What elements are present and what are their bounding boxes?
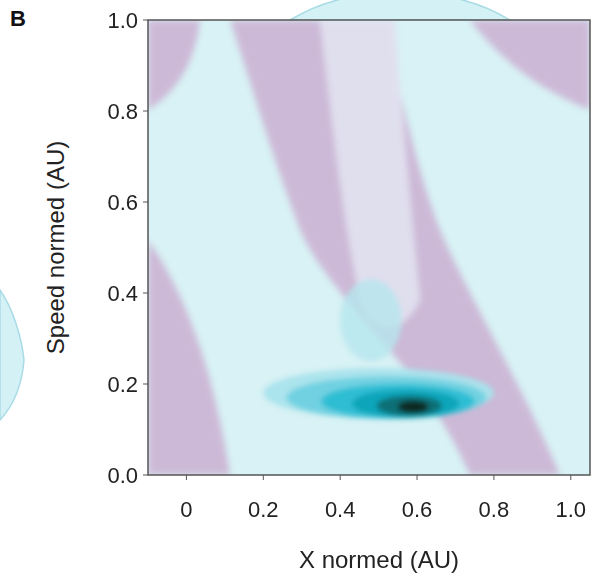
x-tick-label: 0.6 <box>402 497 433 522</box>
x-tick <box>417 475 418 480</box>
y-tick <box>143 475 148 476</box>
x-tick <box>263 475 264 480</box>
y-tick <box>143 293 148 294</box>
y-axis-title: Speed normed (AU) <box>42 141 69 354</box>
density-contour <box>398 400 429 413</box>
density-contour <box>377 395 442 416</box>
x-tick <box>340 475 341 480</box>
x-tick <box>186 475 187 480</box>
tissue <box>470 20 590 110</box>
y-tick-label: 0.2 <box>107 372 138 397</box>
chart: 0 0.2 0.4 0.6 0.8 1.0 0.0 0.2 0.4 0.6 0.8 1.0 X norm… <box>0 0 602 584</box>
density-contour <box>286 376 486 419</box>
y-tick-label: 1.0 <box>107 8 138 33</box>
panel-label: B <box>10 6 26 31</box>
x-tick-label: 0 <box>180 497 192 522</box>
y-tick-label: 0.6 <box>107 190 138 215</box>
x-tick-label: 1.0 <box>555 497 586 522</box>
density <box>263 279 494 419</box>
y-tick <box>143 20 148 21</box>
density-contour <box>263 368 494 418</box>
density-contour <box>352 389 460 417</box>
tissue <box>148 240 230 475</box>
y-tick <box>143 384 148 385</box>
tissue <box>230 20 560 475</box>
y-tick <box>143 111 148 112</box>
x-tick <box>570 475 571 480</box>
density-contour <box>321 384 475 419</box>
y-tick-label: 0.0 <box>107 463 138 488</box>
frame <box>148 20 590 475</box>
top-marginal <box>290 0 510 20</box>
background <box>148 20 590 475</box>
tissue-image <box>148 20 590 475</box>
y-tick <box>143 202 148 203</box>
x-axis-title: X normed (AU) <box>299 546 459 573</box>
left-marginal <box>0 290 24 420</box>
x-tick <box>493 475 494 480</box>
x-tick-label: 0.2 <box>248 497 279 522</box>
plot-area <box>148 20 590 475</box>
y-tick-label: 0.8 <box>107 99 138 124</box>
x-tick-label: 0.4 <box>325 497 356 522</box>
y-tick-label: 0.4 <box>107 281 138 306</box>
tissue <box>148 20 200 110</box>
density-contour <box>340 279 401 361</box>
x-tick-label: 0.8 <box>479 497 510 522</box>
